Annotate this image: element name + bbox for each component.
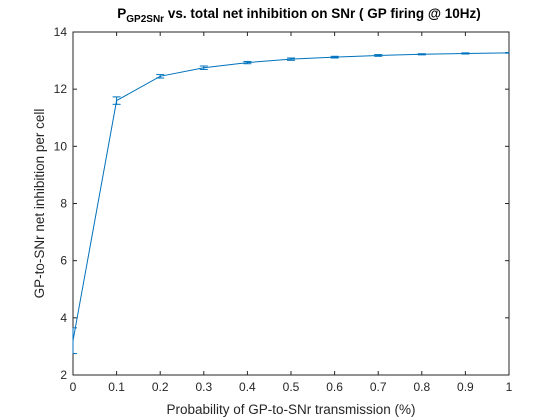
x-tick-labels: 0 0.1 0.2 0.3 0.4 0.5 0.6 0.7 0.8 0.9 1 <box>70 380 513 394</box>
y-tick-label: 6 <box>60 254 67 268</box>
error-bar <box>330 55 339 59</box>
axis-ticks <box>72 31 510 376</box>
chart-title: PGP2SNr vs. total net inhibition on SNr … <box>117 6 481 25</box>
x-tick-label: 0.4 <box>239 380 256 394</box>
error-bar <box>287 57 295 61</box>
chart-title-subscript: GP2SNr <box>126 14 164 25</box>
y-tick-label: 8 <box>60 197 67 211</box>
y-tick-label: 4 <box>60 311 67 325</box>
series-layer <box>72 52 510 355</box>
x-tick-label: 0.6 <box>326 380 343 394</box>
x-axis-label: Probability of GP-to-SNr transmission (%… <box>166 402 415 417</box>
y-tick-label: 14 <box>54 25 68 39</box>
x-tick-label: 0.9 <box>457 380 474 394</box>
x-tick-label: 0.7 <box>370 380 387 394</box>
error-bar <box>417 53 426 56</box>
x-tick-label: 1 <box>506 380 513 394</box>
y-axis-label: GP-to-SNr net inhibition per cell <box>32 109 47 299</box>
chart-title-rest: vs. total net inhibition on SNr ( GP fir… <box>164 6 481 21</box>
error-bar <box>156 74 165 79</box>
error-bar <box>374 54 383 57</box>
error-bar <box>199 65 208 70</box>
error-bar <box>505 52 510 54</box>
y-tick-labels: 2 4 6 8 10 12 14 <box>54 25 68 382</box>
x-tick-label: 0.1 <box>108 380 125 394</box>
x-tick-label: 0.8 <box>413 380 430 394</box>
y-tick-label: 10 <box>54 139 68 153</box>
x-tick-label: 0.5 <box>283 380 300 394</box>
error-bar <box>461 52 470 55</box>
y-tick-label: 12 <box>54 82 68 96</box>
x-tick-label: 0.3 <box>195 380 212 394</box>
x-tick-label: 0 <box>70 380 77 394</box>
chart-title-prefix: P <box>117 6 126 21</box>
y-tick-label: 2 <box>60 368 67 382</box>
x-tick-label: 0.2 <box>152 380 169 394</box>
error-bar <box>72 327 77 355</box>
error-bar <box>243 60 252 65</box>
error-bar <box>112 96 121 105</box>
